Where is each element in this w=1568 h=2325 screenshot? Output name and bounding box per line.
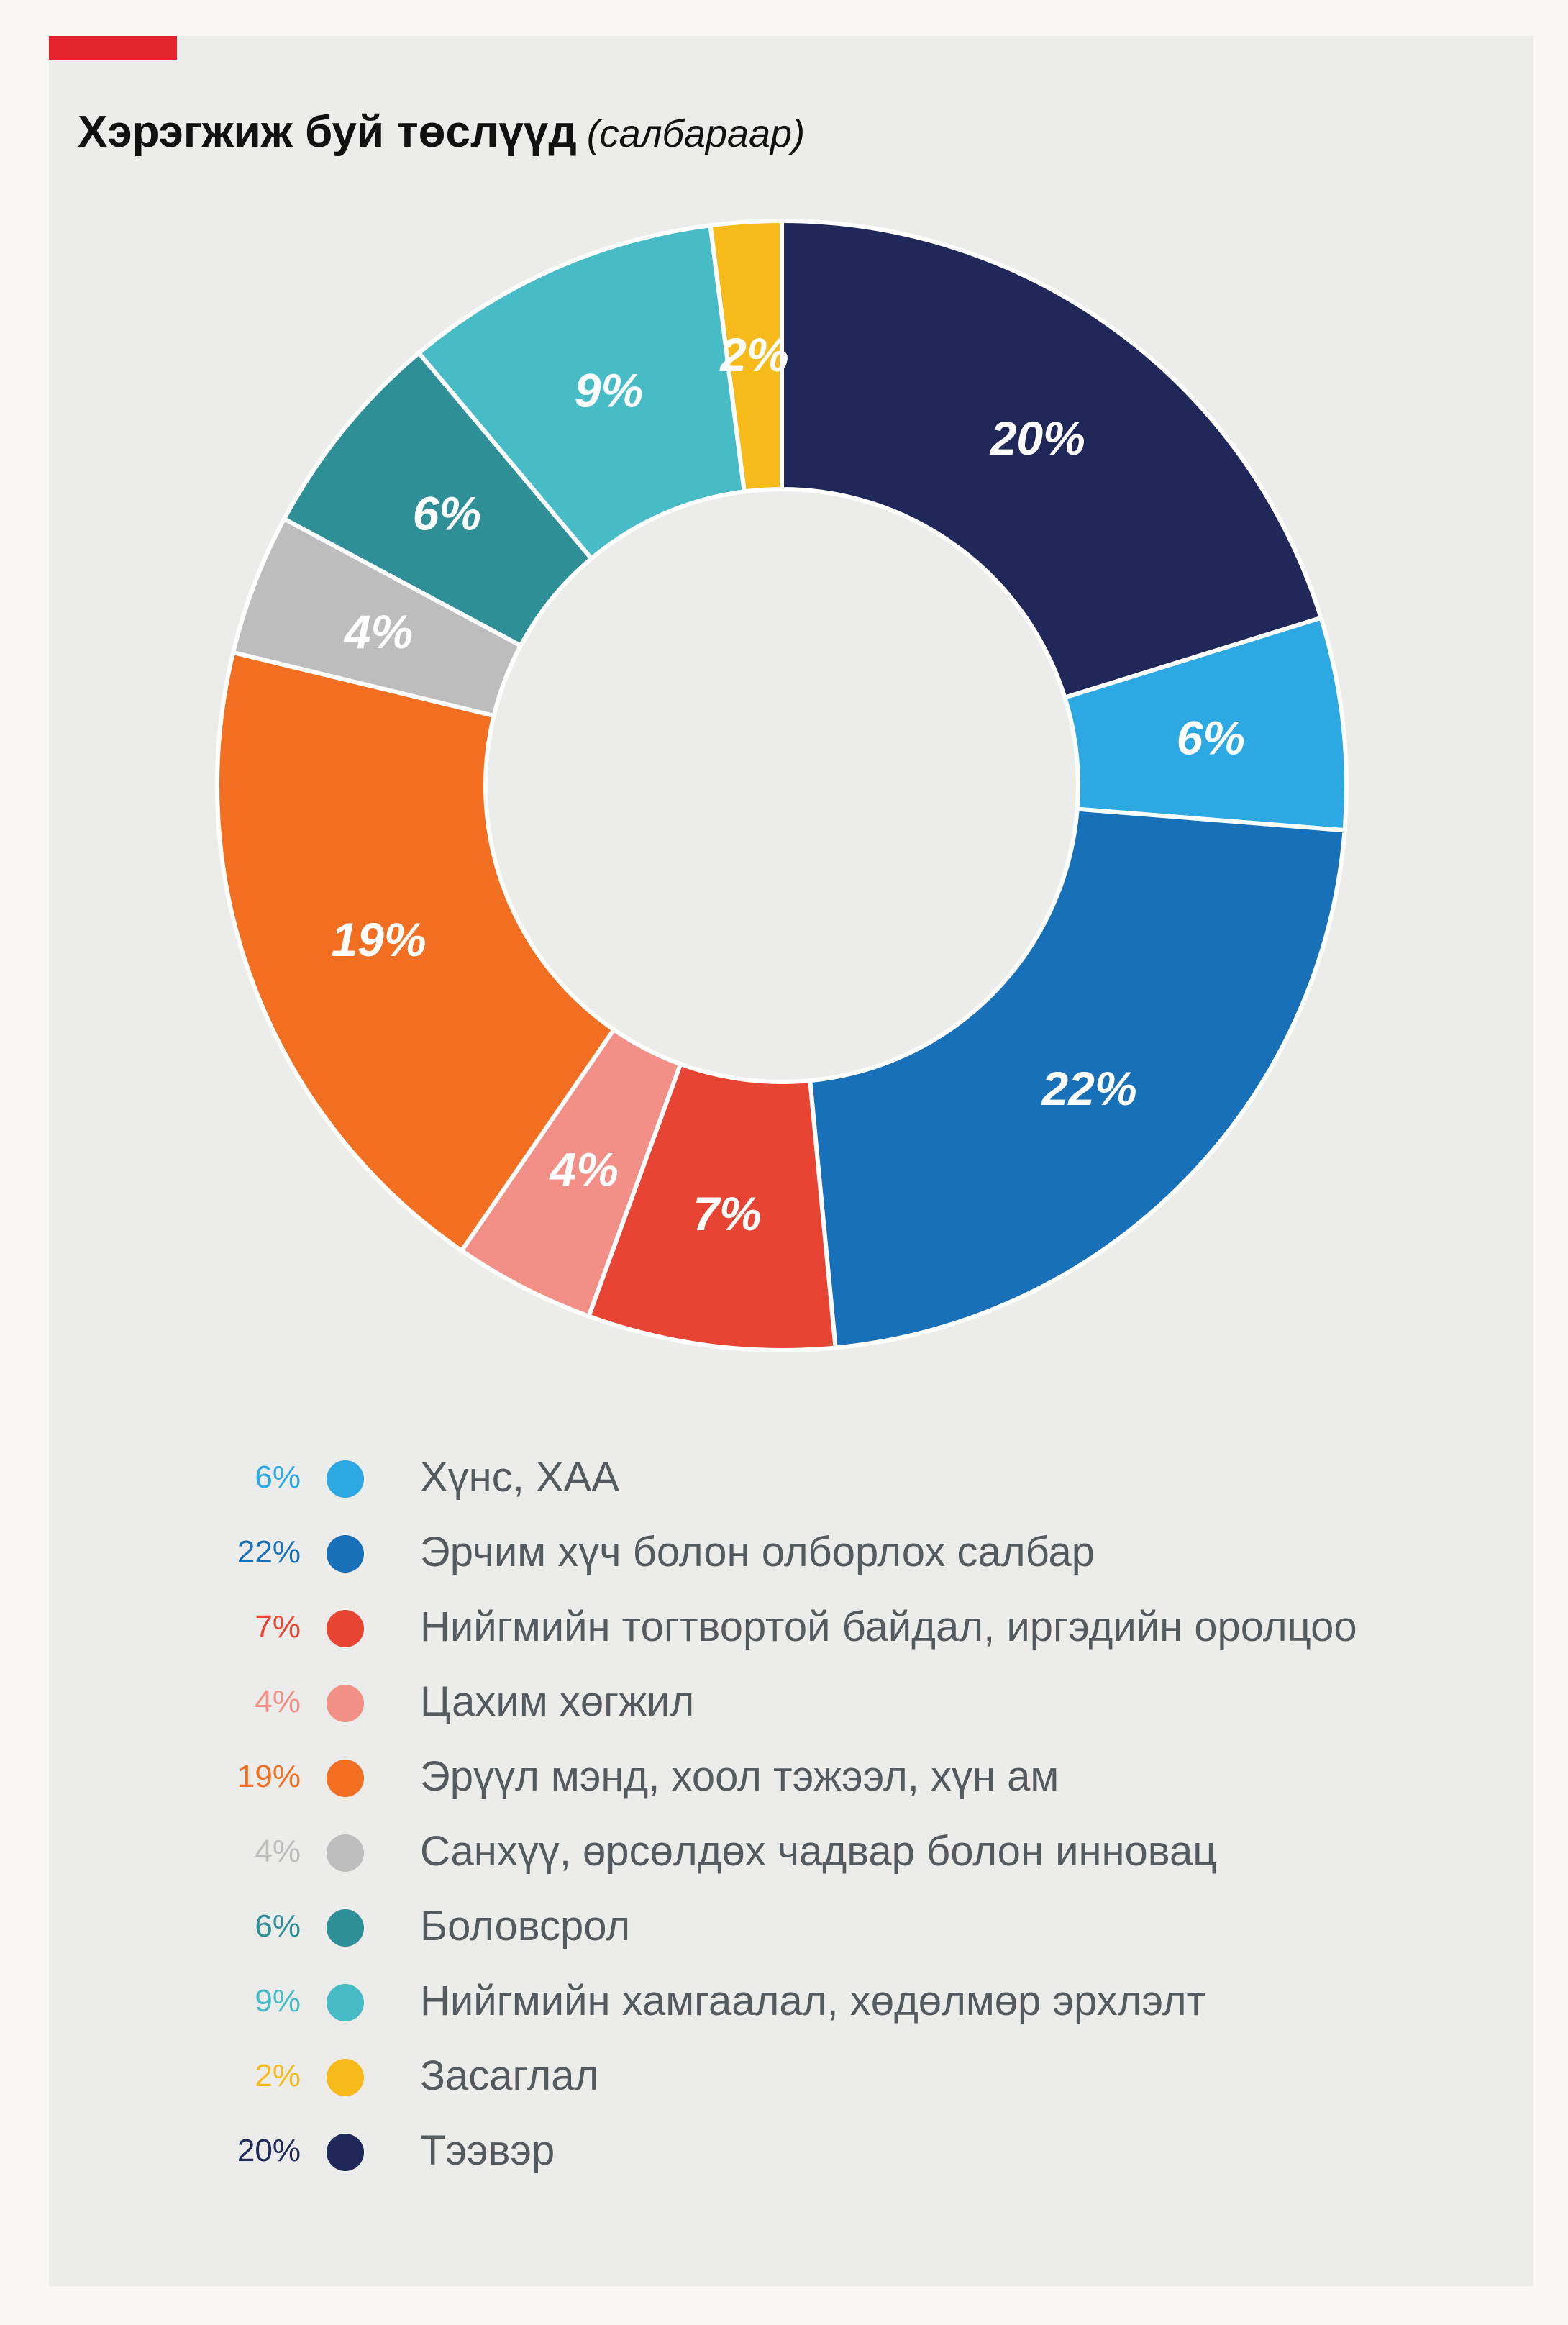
legend-swatch: [327, 2059, 364, 2096]
legend-label: Эрүүл мэнд, хоол тэжээл, хүн ам: [420, 1753, 1059, 1800]
legend-percent: 2%: [255, 2058, 301, 2093]
legend-item: 6% Боловсрол: [0, 1892, 1568, 1967]
legend-percent: 20%: [237, 2133, 301, 2168]
legend-label: Тээвэр: [420, 2127, 555, 2174]
legend-percent: 6%: [255, 1460, 301, 1495]
chart-title-main: Хэрэгжиж буй төслүүд: [78, 107, 577, 157]
legend-percent: 4%: [255, 1834, 301, 1869]
legend-item: 7% Нийгмийн тогтвортой байдал, иргэдийн о…: [0, 1593, 1568, 1667]
donut-slice: [807, 806, 1347, 1350]
slice-data-label: 22%: [1041, 1062, 1137, 1115]
legend-swatch: [327, 1760, 364, 1797]
legend-swatch: [327, 1909, 364, 1947]
legend-item: 9% Нийгмийн хамгаалал, хөдөлмөр эрхлэлт: [0, 1967, 1568, 2042]
legend-label: Хүнс, ХАА: [420, 1454, 620, 1501]
legend-item: 6% Хүнс, ХАА: [0, 1443, 1568, 1518]
legend-label: Засаглал: [420, 2052, 599, 2099]
legend-swatch: [327, 1834, 364, 1872]
slice-data-label: 7%: [693, 1187, 761, 1240]
chart-title-subtitle: (салбараар): [586, 112, 806, 155]
legend-swatch: [327, 1610, 364, 1647]
legend-percent: 22%: [237, 1534, 301, 1570]
legend-label: Санхүү, өрсөлдөх чадвар болон инновац: [420, 1828, 1217, 1875]
legend-swatch: [327, 1685, 364, 1722]
slice-data-label: 6%: [1177, 711, 1245, 764]
legend-item: 22% Эрчим хүч болон олборлох салбар: [0, 1518, 1568, 1593]
donut-slice: [215, 650, 617, 1254]
slice-data-label: 20%: [989, 411, 1085, 465]
legend-percent: 7%: [255, 1609, 301, 1644]
donut-slice: [416, 222, 747, 562]
slice-data-label: 9%: [575, 363, 643, 417]
legend-swatch: [327, 1984, 364, 2021]
legend-swatch: [327, 2134, 364, 2171]
legend-swatch: [327, 1535, 364, 1573]
accent-bar: [49, 36, 177, 60]
legend-item: 2% Засаглал: [0, 2042, 1568, 2116]
chart-title: Хэрэгжиж буй төслүүд (салбараар): [78, 102, 805, 174]
legend-label: Эрчим хүч болон олборлох салбар: [420, 1529, 1095, 1575]
legend-item: 4% Санхүү, өрсөлдөх чадвар болон инновац: [0, 1817, 1568, 1892]
slice-data-label: 4%: [343, 605, 413, 658]
legend-percent: 9%: [255, 1983, 301, 2019]
legend-item: 20% Тээвэр: [0, 2116, 1568, 2191]
legend-label: Нийгмийн тогтвортой байдал, иргэдийн оро…: [420, 1603, 1357, 1650]
legend-label: Нийгмийн хамгаалал, хөдөлмөр эрхлэлт: [420, 1978, 1206, 2024]
legend-swatch: [327, 1460, 364, 1498]
slice-data-label: 2%: [719, 328, 788, 381]
legend-percent: 19%: [237, 1759, 301, 1794]
donut-slice: [780, 218, 1324, 701]
legend-percent: 6%: [255, 1908, 301, 1944]
legend-label: Цахим хөгжил: [420, 1678, 695, 1725]
donut-chart: 20% 6% 22% 7% 4% 19% 4% 6% 9% 2%: [215, 218, 1349, 1352]
legend-item: 19% Эрүүл мэнд, хоол тэжээл, хүн ам: [0, 1742, 1568, 1817]
slice-data-label: 6%: [413, 487, 481, 540]
legend-label: Боловсрол: [420, 1903, 631, 1949]
legend-item: 4% Цахим хөгжил: [0, 1667, 1568, 1742]
slice-data-label: 4%: [548, 1142, 618, 1196]
legend-percent: 4%: [255, 1684, 301, 1719]
donut-slice: [708, 218, 784, 494]
slice-data-label: 19%: [331, 913, 426, 966]
